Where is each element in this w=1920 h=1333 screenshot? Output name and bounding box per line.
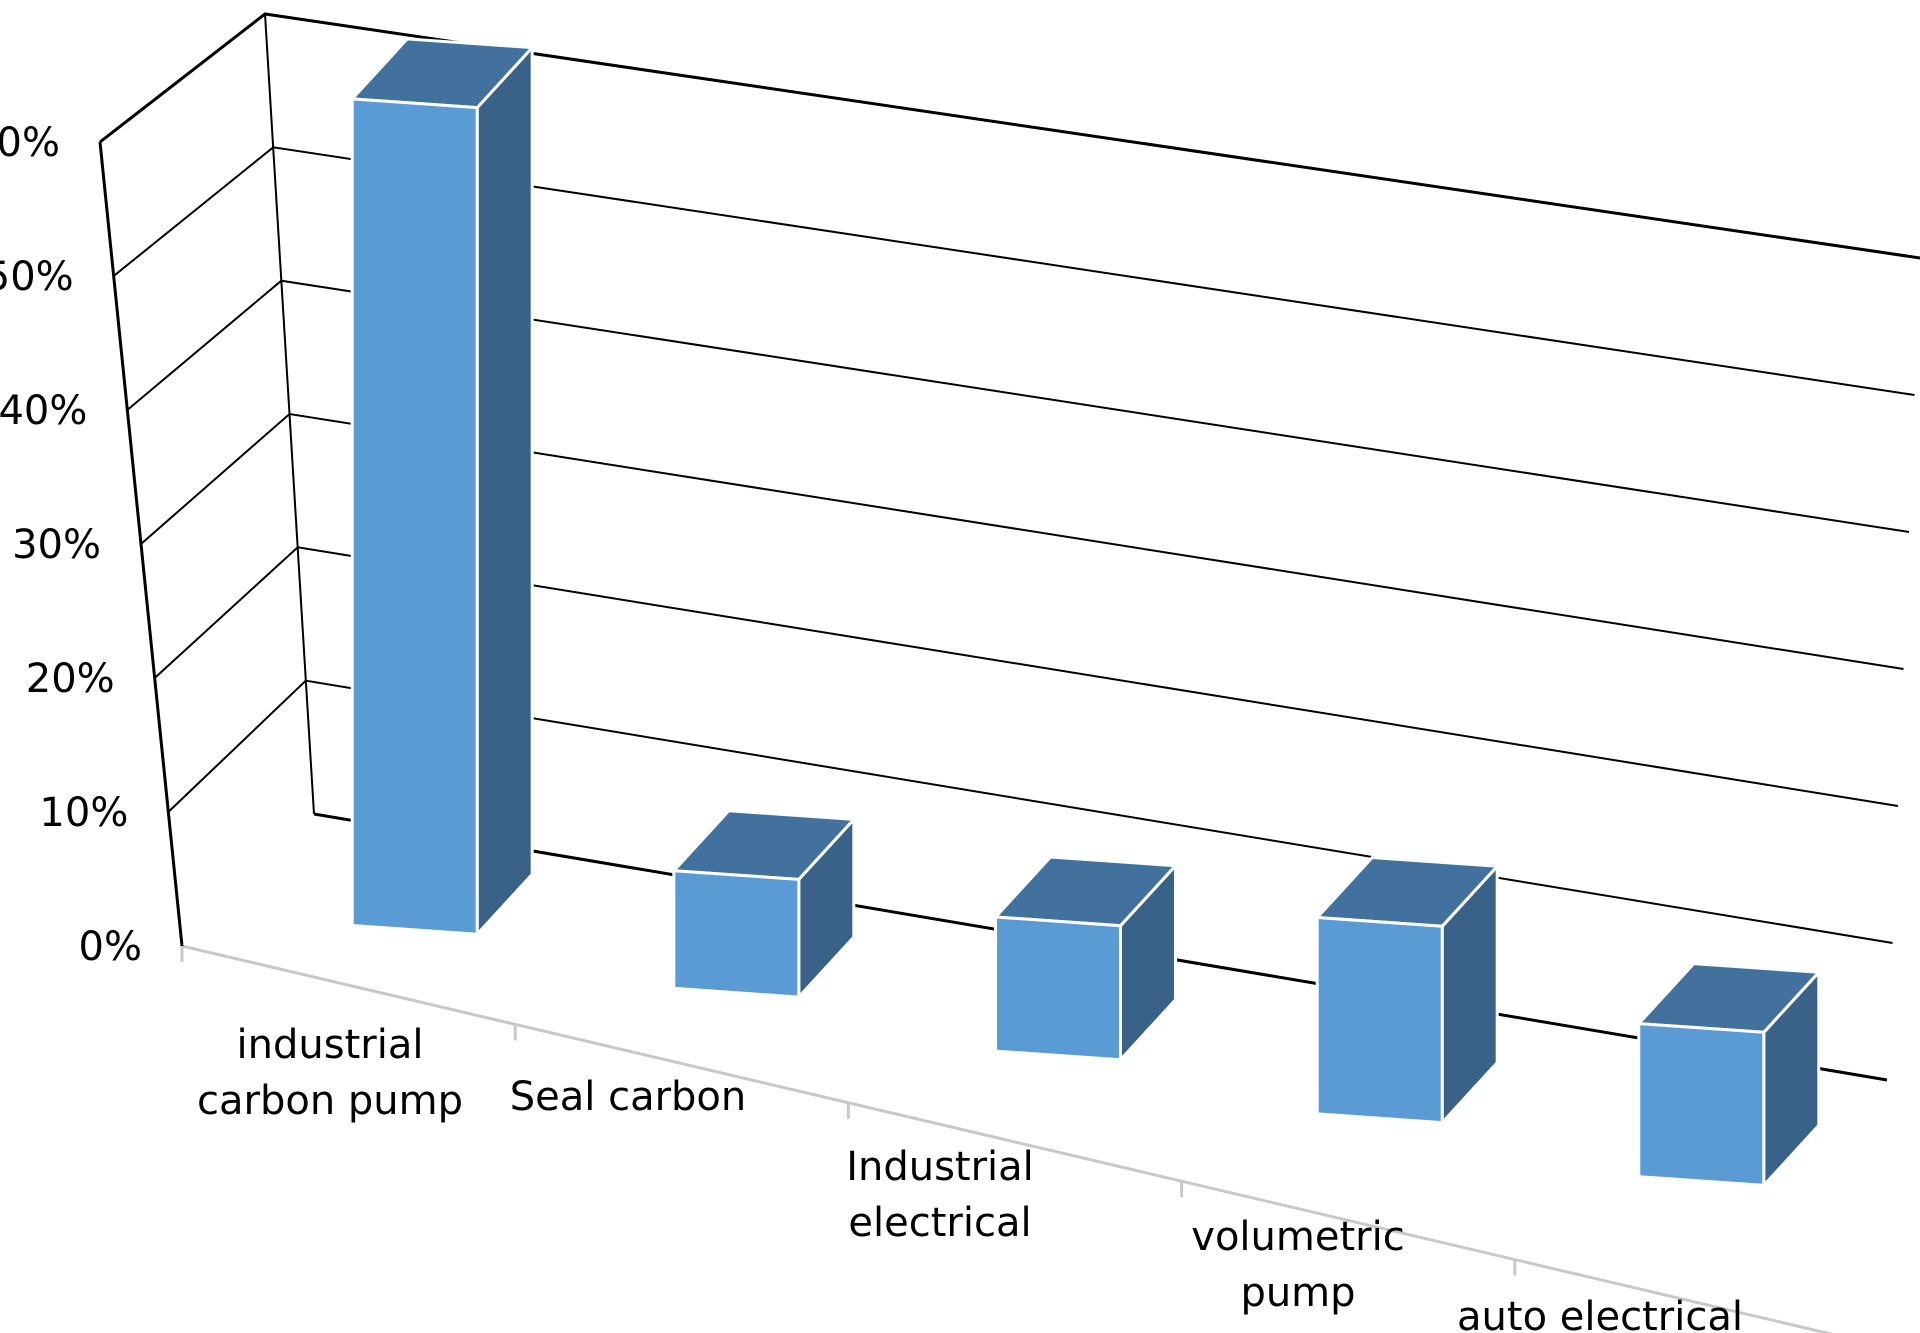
gridline bbox=[167, 679, 1893, 944]
bar bbox=[1635, 962, 1823, 1190]
y-tick-label: 50% bbox=[0, 254, 74, 300]
bar bbox=[992, 855, 1179, 1064]
x-category-label: industrial carbon pump bbox=[197, 1022, 463, 1124]
y-tick-label: 40% bbox=[0, 388, 87, 434]
x-category-label: Seal carbon bbox=[510, 1074, 747, 1120]
bar-front bbox=[350, 97, 479, 936]
gridlines bbox=[99, 12, 1920, 944]
gridline bbox=[154, 546, 1899, 807]
bar bbox=[348, 37, 536, 939]
y-axis-tick-labels: 0% 10% 20% 30% 40% 50% 60% bbox=[0, 120, 142, 970]
gridline bbox=[140, 412, 1904, 670]
x-category-label: Industrial electrical bbox=[846, 1144, 1034, 1246]
gridline bbox=[99, 12, 1920, 259]
x-category-label: volumetric pump bbox=[1191, 1214, 1404, 1316]
bar-front bbox=[1315, 915, 1444, 1125]
y-tick-label: 60% bbox=[0, 120, 60, 166]
y-tick-label: 30% bbox=[12, 522, 101, 568]
x-category-label: auto electrical bbox=[1457, 1294, 1743, 1333]
bar-front bbox=[672, 869, 801, 999]
x-axis-category-labels: industrial carbon pump Seal carbon Industri… bbox=[197, 1022, 1743, 1333]
bar-side bbox=[475, 43, 534, 939]
y-tick-label: 0% bbox=[79, 924, 142, 970]
bars bbox=[348, 37, 1823, 1190]
x-axis-line bbox=[181, 944, 1834, 1333]
y-tick-label: 10% bbox=[39, 790, 128, 836]
bar-front bbox=[994, 915, 1122, 1062]
gridline bbox=[113, 146, 1915, 396]
y-tick-label: 20% bbox=[26, 656, 115, 702]
bar bbox=[670, 809, 858, 1001]
bar-front bbox=[1637, 1021, 1766, 1188]
gridline bbox=[126, 279, 1910, 533]
bar bbox=[1313, 855, 1501, 1127]
